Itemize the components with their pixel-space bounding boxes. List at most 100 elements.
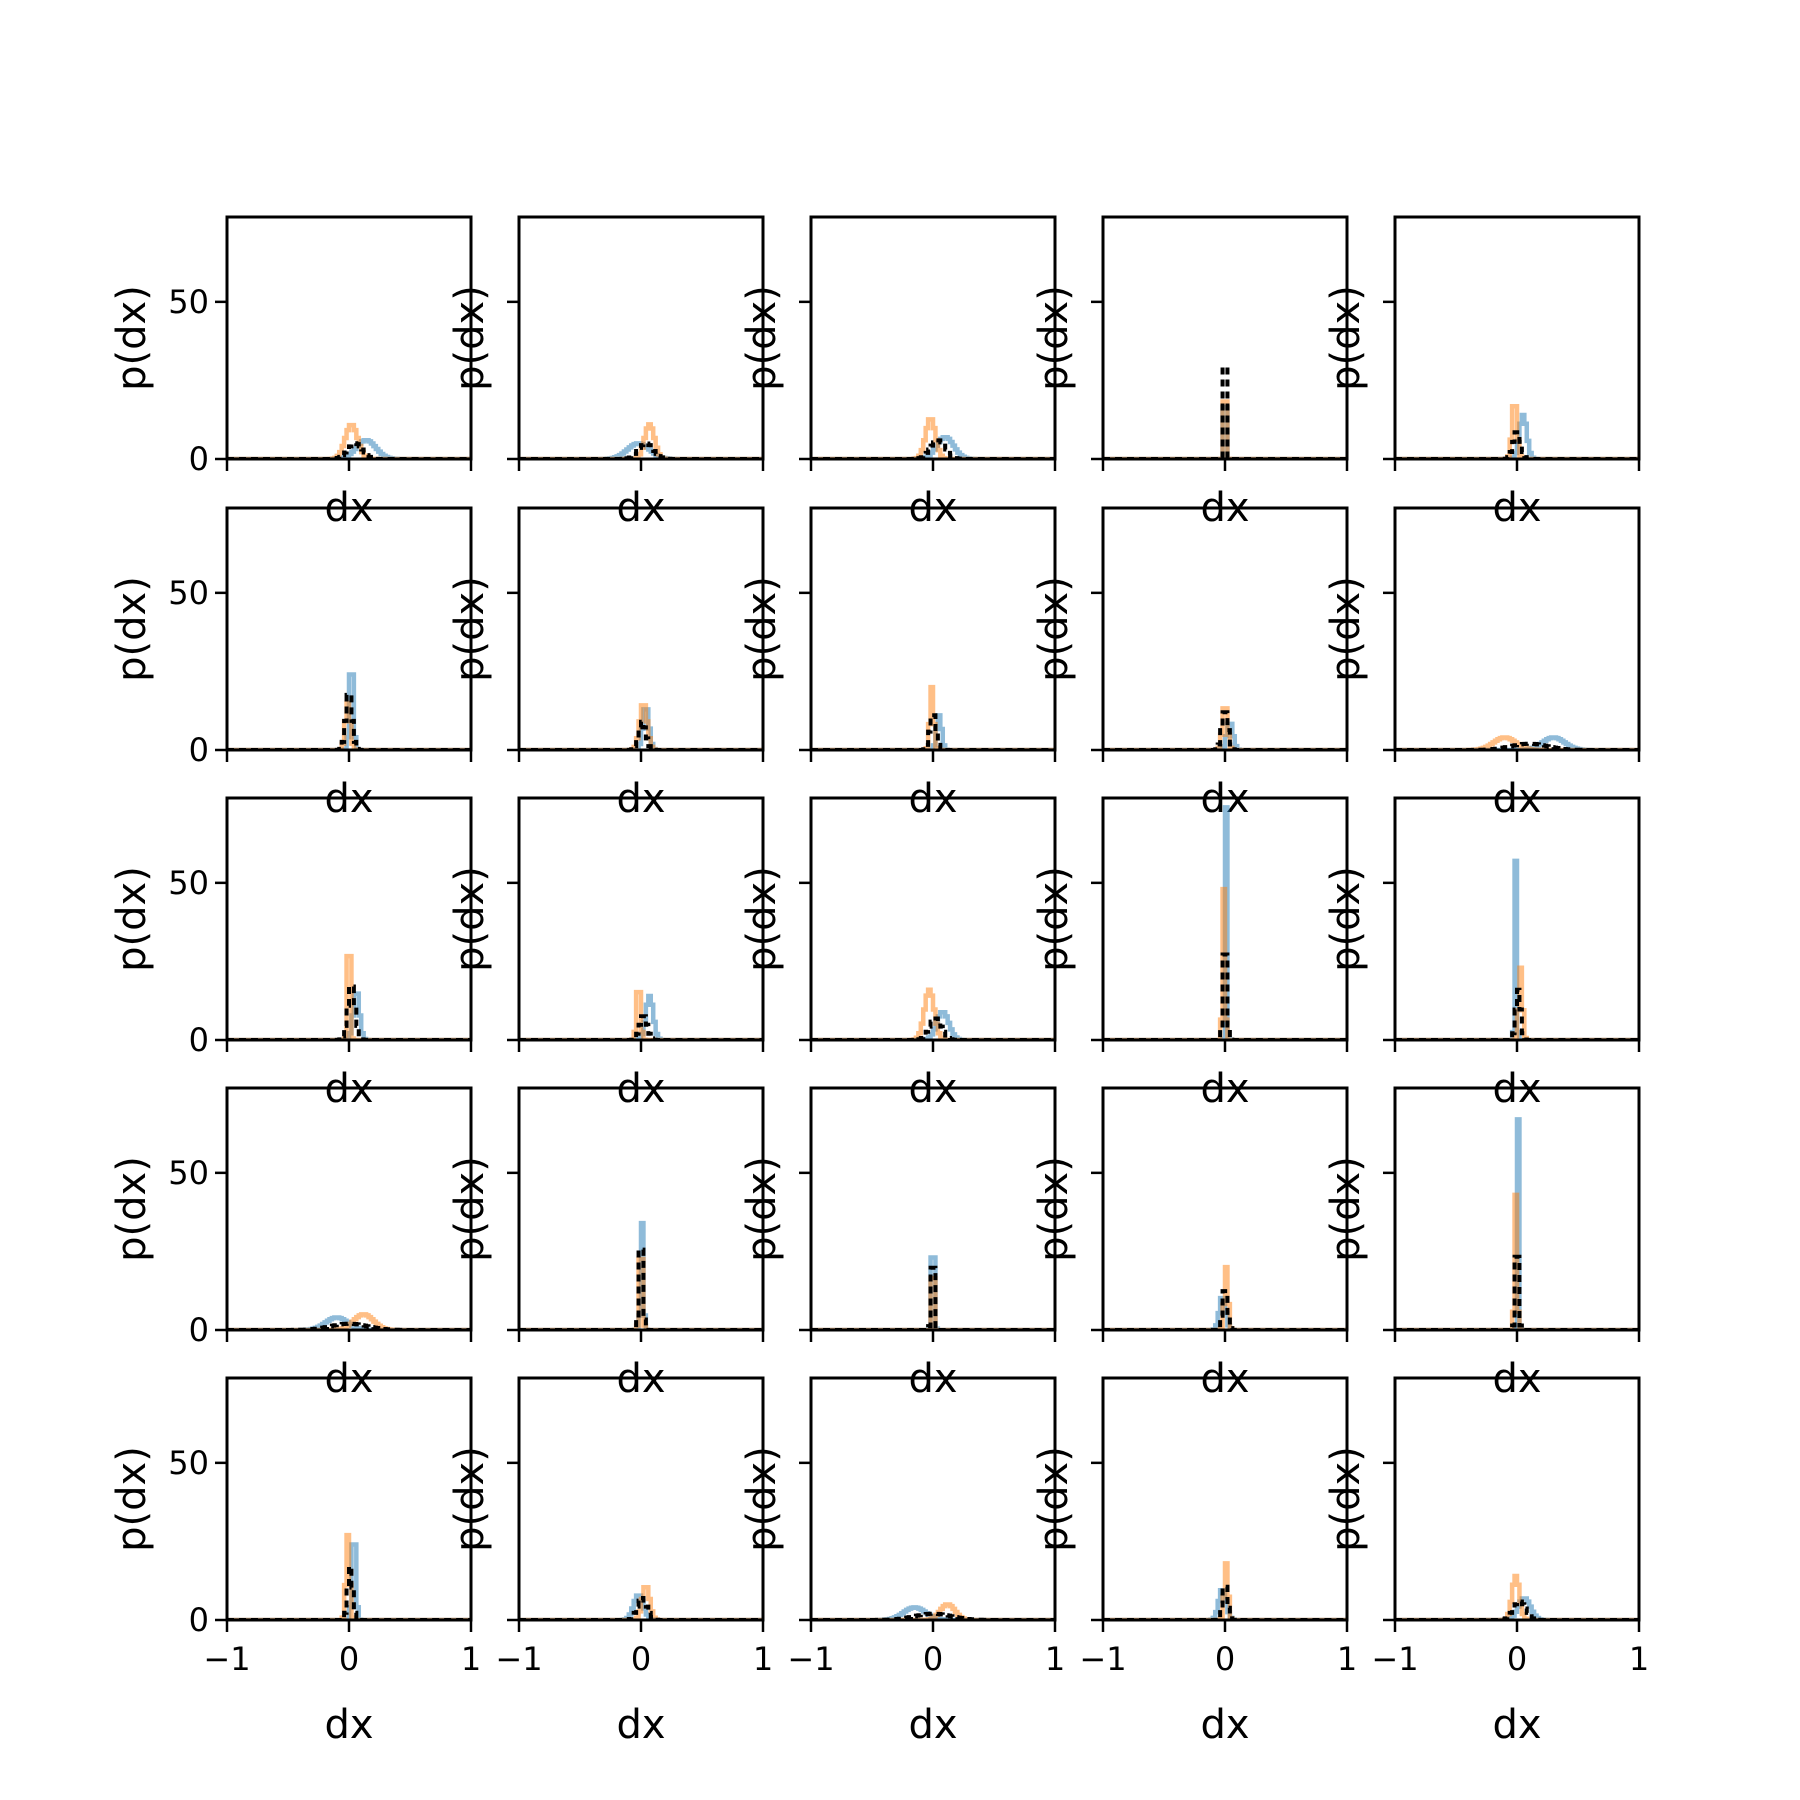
subplot-r4-c4: dxp(dx) <box>1031 1086 1349 1402</box>
x-tick-label: 1 <box>1337 1640 1357 1678</box>
y-axis-label: p(dx) <box>447 1156 493 1262</box>
y-tick-label: 0 <box>189 731 209 769</box>
histogram-layer <box>1103 805 1347 1040</box>
y-axis-label: p(dx) <box>1031 866 1077 972</box>
histogram-series-1 <box>1395 1117 1639 1330</box>
histogram-series-1 <box>227 1315 471 1330</box>
histogram-series-2 <box>1395 735 1639 750</box>
histogram-series-2 <box>811 987 1055 1040</box>
histogram-series-1 <box>519 707 763 750</box>
histogram-layer <box>1103 1264 1347 1330</box>
histogram-series-3 <box>519 719 763 750</box>
y-axis-label: p(dx) <box>109 1156 155 1262</box>
x-tick-label: 0 <box>339 1640 359 1678</box>
histogram-layer <box>227 422 471 459</box>
histogram-series-1 <box>811 1255 1055 1330</box>
histogram-series-2 <box>811 684 1055 750</box>
histogram-series-2 <box>1103 1264 1347 1330</box>
y-axis-label: p(dx) <box>1323 1446 1369 1552</box>
y-axis-label: p(dx) <box>739 576 785 682</box>
y-axis-label: p(dx) <box>1323 576 1369 682</box>
x-tick-label: −1 <box>1079 1640 1126 1678</box>
subplot-r5-c3: −1 0 1 dx p(dx) <box>739 1376 1065 1748</box>
histogram-series-2 <box>227 422 471 459</box>
histogram-series-3 <box>811 1016 1055 1040</box>
x-tick-label: 1 <box>461 1640 481 1678</box>
y-tick-label: 50 <box>168 1444 209 1482</box>
histogram-series-3 <box>519 441 763 459</box>
histogram-series-2 <box>1103 1561 1347 1620</box>
histogram-series-3 <box>1395 987 1639 1040</box>
histogram-layer <box>519 422 763 459</box>
histogram-layer <box>811 684 1055 750</box>
y-axis-label: p(dx) <box>739 1156 785 1262</box>
subplot-r5-c2: −1 0 1 dx p(dx) <box>447 1376 773 1748</box>
x-axis-label: dx <box>908 1702 957 1748</box>
histogram-layer <box>1395 1117 1639 1330</box>
y-axis-label: p(dx) <box>739 285 785 391</box>
y-axis-label: p(dx) <box>109 866 155 972</box>
subplot-r5-c5: −1 0 1 dx p(dx) <box>1323 1376 1649 1748</box>
histogram-series-1 <box>519 993 763 1040</box>
histogram-series-1 <box>811 1605 1055 1620</box>
y-axis-label: p(dx) <box>109 576 155 682</box>
histogram-layer <box>519 1585 763 1620</box>
histogram-series-1 <box>227 672 471 750</box>
y-tick-label: 0 <box>189 1021 209 1059</box>
subplot-r3-c5: dxp(dx) <box>1323 796 1641 1112</box>
histogram-series-3 <box>1395 430 1639 459</box>
histogram-series-1 <box>227 1542 471 1620</box>
histogram-series-2 <box>811 1602 1055 1620</box>
histogram-series-3 <box>811 1265 1055 1330</box>
histogram-series-2 <box>519 422 763 459</box>
histogram-layer <box>1103 706 1347 750</box>
subplot-r1-c4: dxp(dx) <box>1031 215 1349 531</box>
y-axis-label: p(dx) <box>739 866 785 972</box>
histogram-layer <box>519 1220 763 1330</box>
histogram-series-2 <box>1395 1573 1639 1620</box>
x-tick-label: −1 <box>203 1640 250 1678</box>
y-axis-label: p(dx) <box>109 1446 155 1552</box>
histogram-layer <box>1103 1561 1347 1620</box>
x-tick-label: −1 <box>1371 1640 1418 1678</box>
x-tick-label: 0 <box>631 1640 651 1678</box>
y-axis-label: p(dx) <box>1323 866 1369 972</box>
histogram-series-3 <box>811 713 1055 750</box>
y-axis-label: p(dx) <box>447 576 493 682</box>
histogram-series-3 <box>519 1247 763 1330</box>
subplot-r3-c4: dxp(dx) <box>1031 796 1349 1112</box>
histogram-series-3 <box>1103 952 1347 1040</box>
subplot-r2-c3: dxp(dx) <box>739 506 1057 822</box>
histogram-series-1 <box>1103 805 1347 1040</box>
y-axis-label: p(dx) <box>1031 576 1077 682</box>
y-axis-label: p(dx) <box>447 866 493 972</box>
subplot-r3-c3: dxp(dx) <box>739 796 1057 1112</box>
subplot-r1-c3: dxp(dx) <box>739 215 1057 531</box>
histogram-series-1 <box>1395 858 1639 1040</box>
histogram-layer <box>811 417 1055 459</box>
x-axis-label: dx <box>1492 1702 1541 1748</box>
y-axis-label: p(dx) <box>739 1446 785 1552</box>
histogram-series-3 <box>1103 1289 1347 1330</box>
y-axis-label: p(dx) <box>447 1446 493 1552</box>
x-axis-label: dx <box>1200 1702 1249 1748</box>
histogram-series-2 <box>227 1312 471 1330</box>
histogram-layer <box>227 953 471 1040</box>
x-tick-label: −1 <box>787 1640 834 1678</box>
histogram-series-2 <box>227 953 471 1040</box>
x-axis-label: dx <box>324 1702 373 1748</box>
x-tick-label: −1 <box>495 1640 542 1678</box>
y-tick-label: 50 <box>168 864 209 902</box>
histogram-series-3 <box>519 1014 763 1040</box>
x-tick-label: 0 <box>1215 1640 1235 1678</box>
histogram-layer <box>227 672 471 750</box>
y-axis-label: p(dx) <box>447 285 493 391</box>
histogram-layer <box>1395 858 1639 1040</box>
y-tick-label: 0 <box>189 440 209 478</box>
histogram-layer <box>519 703 763 750</box>
histogram-series-1 <box>519 1220 763 1330</box>
